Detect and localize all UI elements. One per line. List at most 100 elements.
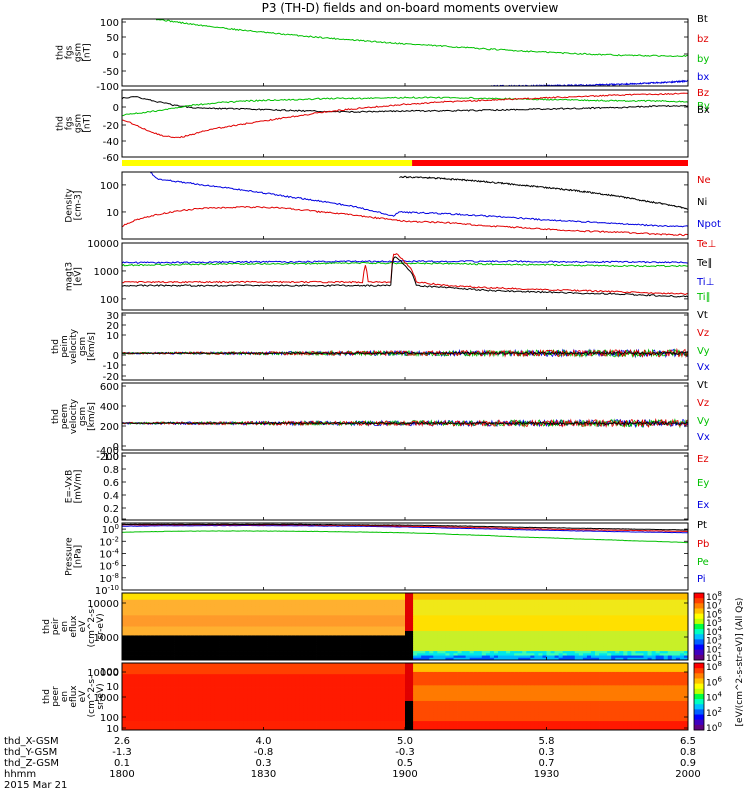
spectrogram-cell xyxy=(675,597,681,601)
spectrogram-cell xyxy=(126,619,131,623)
spectrogram-cell xyxy=(162,597,167,601)
spectrogram-cell xyxy=(392,619,398,623)
y-tick-label: 0 xyxy=(113,351,119,362)
spectrogram-cell xyxy=(291,630,297,634)
spectrogram-cell xyxy=(380,624,386,627)
spectrogram-cell xyxy=(473,653,479,656)
spectrogram-cell xyxy=(485,593,491,596)
spectrogram-cell xyxy=(473,657,479,661)
spectrogram-cell xyxy=(506,606,511,610)
spectrogram-cell xyxy=(534,637,539,641)
spectrogram-cell xyxy=(635,593,640,596)
spectrogram-cell xyxy=(142,655,147,659)
spectrogram-cell xyxy=(599,619,604,623)
spectrogram-cell xyxy=(405,655,410,659)
spectrogram-cell xyxy=(449,626,454,630)
spectrogram-cell xyxy=(453,646,458,650)
spectrogram-cell xyxy=(235,644,240,647)
spectrogram-cell xyxy=(356,622,361,625)
spectrogram-cell xyxy=(146,671,151,675)
spectrogram-cell xyxy=(538,622,543,625)
spectrogram-cell xyxy=(485,646,491,650)
spectrogram-cell xyxy=(283,601,289,605)
spectrogram-cell xyxy=(485,655,491,659)
spectrogram-cell xyxy=(146,655,151,659)
spectrogram-cell xyxy=(562,635,568,639)
spectrogram-cell xyxy=(425,635,430,639)
spectrogram-cell xyxy=(130,595,135,598)
spectrogram-cell xyxy=(154,642,159,645)
spectrogram-cell xyxy=(643,593,648,596)
spectrogram-cell xyxy=(558,617,564,621)
spectrogram-cell xyxy=(659,633,665,636)
spectrogram-cell xyxy=(356,617,361,621)
spectrogram-cell xyxy=(134,712,139,715)
legend-entry: Pe xyxy=(697,557,709,568)
spectrogram-cell xyxy=(158,655,163,659)
spectrogram-cell xyxy=(267,601,272,605)
spectrogram-cell xyxy=(348,657,353,661)
series-line-Pt xyxy=(122,523,688,531)
spectrogram-cell xyxy=(162,716,167,720)
spectrogram-cell xyxy=(376,610,382,614)
spectrogram-cell xyxy=(392,610,398,614)
spectrogram-cell xyxy=(481,626,487,630)
spectrogram-cell xyxy=(231,593,236,596)
spectrogram-cell xyxy=(231,657,236,661)
spectrogram-cell xyxy=(130,685,135,688)
spectrogram-cell xyxy=(243,613,248,616)
spectrogram-cell xyxy=(142,597,147,601)
spectrogram-cell xyxy=(667,628,673,632)
spectrogram-cell xyxy=(481,637,487,641)
spectrogram-cell xyxy=(295,604,301,607)
spectrogram-cell xyxy=(449,617,454,621)
spectrogram-cell xyxy=(659,644,665,647)
spectrogram-cell xyxy=(150,628,155,632)
spectrogram-cell xyxy=(174,604,179,607)
spectrogram-cell xyxy=(263,599,268,603)
spectrogram-cell xyxy=(582,597,588,601)
spectrogram-cell xyxy=(247,630,252,634)
spectrogram-cell xyxy=(514,642,519,645)
spectrogram-cell xyxy=(142,716,147,720)
spectrogram-cell xyxy=(344,606,349,610)
spectrogram-cell xyxy=(465,593,471,596)
spectrogram-cell xyxy=(299,617,305,621)
spectrogram-cell xyxy=(307,624,313,627)
spectrogram-cell xyxy=(461,610,467,614)
spectrogram-cell xyxy=(291,624,297,627)
spectrogram-cell xyxy=(154,669,159,673)
spectrogram-cell xyxy=(445,597,450,601)
spectrogram-cell xyxy=(615,639,620,643)
spectrogram-cell xyxy=(530,648,535,652)
spectrogram-cell xyxy=(489,633,495,636)
spectrogram-cell xyxy=(316,597,321,601)
spectrogram-cell xyxy=(643,597,648,601)
spectrogram-cell xyxy=(307,628,313,632)
spectrogram-cell xyxy=(198,615,204,618)
spectrogram-cell xyxy=(497,604,503,607)
spectrogram-cell xyxy=(400,644,406,647)
spectrogram-cell xyxy=(558,593,564,596)
spectrogram-cell xyxy=(651,608,657,612)
spectrogram-cell xyxy=(360,593,365,596)
spectrogram-cell xyxy=(206,613,212,616)
spectrogram-cell xyxy=(489,648,495,652)
spectrogram-cell xyxy=(130,696,135,700)
spectrogram-cell xyxy=(497,617,503,621)
spectrogram-cell xyxy=(291,644,297,647)
spectrogram-cell xyxy=(675,624,681,627)
spectrogram-cell xyxy=(372,657,378,661)
spectrogram-cell xyxy=(667,633,673,636)
spectrogram-cell xyxy=(223,630,228,634)
spectrogram-cell xyxy=(146,685,151,688)
spectrogram-cell xyxy=(445,651,450,654)
spectrogram-cell xyxy=(267,646,272,650)
spectrogram-cell xyxy=(307,633,313,636)
spectrogram-cell xyxy=(396,617,402,621)
spectrogram-cell xyxy=(146,723,151,726)
spectrogram-cell xyxy=(122,597,127,601)
spectrogram-cell xyxy=(651,655,657,659)
spectrogram-cell xyxy=(134,639,139,643)
spectrogram-cell xyxy=(388,657,394,661)
